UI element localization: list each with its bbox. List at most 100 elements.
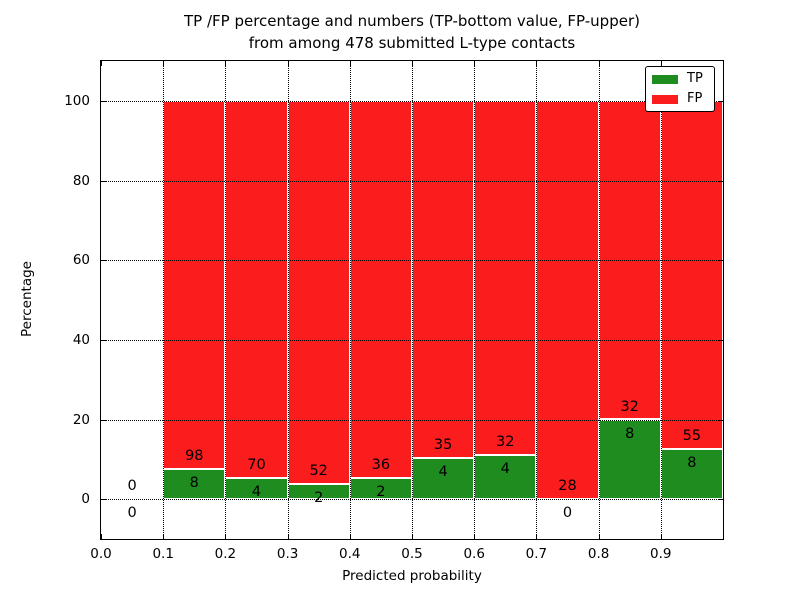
x-gridline	[225, 61, 227, 539]
tp-count-label: 8	[687, 454, 697, 471]
bar-segment-fp	[536, 100, 599, 500]
x-tick-mark	[412, 534, 413, 539]
y-tick-mark-right	[718, 100, 723, 102]
tp-count-label: 4	[438, 464, 448, 481]
legend-entry-tp: TP	[652, 72, 708, 86]
chart-title-line1: TP /FP percentage and numbers (TP-bottom…	[184, 12, 640, 30]
bar-segment-fp	[474, 100, 537, 455]
plot-area: 0 0 98 8 70 4 52 2 36 2 35 4 32 4 28 0 32 8 55 8	[100, 60, 724, 540]
fp-count-label: 28	[558, 478, 577, 495]
x-tick-mark-top	[660, 61, 662, 66]
x-tick-label: 0.4	[339, 546, 361, 562]
tp-count-label: 8	[189, 475, 199, 492]
y-tick-label: 20	[72, 411, 90, 428]
x-tick-mark	[349, 534, 351, 539]
x-tick-label: 0.1	[152, 546, 174, 562]
bar-segment-fp	[287, 100, 350, 485]
y-tick-mark-right	[718, 499, 723, 501]
x-tick-label: 0.0	[90, 546, 112, 562]
y-tick-mark-right	[718, 260, 723, 262]
x-tick-mark-top	[474, 61, 476, 66]
y-tick-label: 100	[64, 92, 90, 109]
bar-segment-tp	[598, 419, 661, 500]
bar-segment-fp	[349, 100, 412, 479]
legend-label-fp: FP	[687, 91, 703, 106]
x-gridline	[598, 61, 600, 539]
y-tick-mark-right	[718, 180, 723, 182]
x-tick-mark-top	[225, 61, 227, 66]
x-gridline	[287, 61, 289, 539]
fp-count-label: 55	[682, 427, 702, 444]
fp-count-label: 52	[309, 463, 328, 480]
x-tick-mark	[287, 534, 289, 539]
legend-entry-fp: FP	[652, 92, 708, 106]
x-tick-mark-top	[598, 61, 600, 66]
x-gridline	[660, 61, 662, 539]
fp-count-label: 98	[185, 448, 204, 465]
y-tick-mark-right	[718, 339, 723, 341]
x-tick-mark	[536, 534, 538, 539]
y-tick-mark-right	[718, 419, 723, 421]
x-gridline	[474, 61, 476, 539]
x-tick-label: 0.5	[401, 546, 423, 562]
bar-segment-fp	[163, 100, 226, 470]
x-gridline	[412, 61, 413, 539]
y-tick-mark	[101, 499, 106, 501]
x-tick-label: 0.8	[587, 546, 610, 562]
x-tick-mark-top	[101, 61, 102, 66]
y-tick-label: 80	[72, 172, 90, 189]
chart-title: TP /FP percentage and numbers (TP-bottom…	[101, 10, 723, 54]
tp-count-label: 4	[500, 460, 510, 477]
tp-count-label: 0	[127, 505, 137, 522]
y-tick-label: 40	[72, 331, 90, 348]
y-axis-label: Percentage	[19, 261, 35, 337]
x-axis-label: Predicted probability	[342, 568, 482, 584]
x-tick-mark	[101, 534, 102, 539]
y-tick-mark	[101, 180, 106, 182]
tp-count-label: 4	[251, 483, 262, 500]
fp-count-label: 32	[496, 433, 515, 450]
bar-segment-fp	[660, 100, 723, 449]
bar-segment-fp	[412, 100, 475, 459]
y-tick-label: 60	[72, 252, 90, 269]
x-tick-label: 0.6	[463, 546, 485, 562]
x-tick-mark-top	[536, 61, 538, 66]
fp-count-label: 70	[247, 456, 266, 473]
fp-count-label: 36	[371, 457, 391, 474]
legend: TP FP	[645, 66, 715, 112]
x-tick-mark-top	[163, 61, 165, 66]
chart-title-line2: from among 478 submitted L-type contacts	[248, 34, 576, 52]
y-tick-label: 0	[81, 491, 90, 508]
x-tick-label: 0.9	[650, 546, 672, 562]
y-tick-mark	[101, 100, 106, 102]
bar-segment-fp	[225, 100, 288, 478]
y-tick-mark	[101, 339, 106, 341]
x-tick-mark	[660, 534, 662, 539]
x-tick-mark	[474, 534, 476, 539]
x-tick-mark	[163, 534, 165, 539]
tp-count-label: 2	[314, 490, 324, 507]
tp-count-label: 8	[625, 425, 635, 442]
x-gridline	[163, 61, 165, 539]
x-tick-label: 0.3	[276, 546, 299, 562]
x-tick-mark	[225, 534, 227, 539]
x-tick-mark	[598, 534, 600, 539]
bar-segment-tp	[163, 469, 226, 500]
tp-count-label: 0	[562, 505, 573, 522]
y-tick-mark	[101, 260, 106, 262]
x-gridline	[536, 61, 538, 539]
fp-count-label: 35	[433, 437, 453, 454]
legend-label-tp: TP	[687, 71, 703, 86]
x-tick-label: 0.7	[525, 546, 548, 562]
fp-color-swatch	[652, 94, 678, 104]
tp-color-swatch	[652, 74, 678, 84]
tp-count-label: 2	[376, 484, 386, 501]
x-gridline	[349, 61, 351, 539]
x-tick-mark-top	[287, 61, 289, 66]
x-tick-mark-top	[349, 61, 351, 66]
y-tick-mark	[101, 419, 106, 421]
x-tick-label: 0.2	[214, 546, 237, 562]
fp-count-label: 0	[127, 478, 137, 495]
x-tick-mark-top	[412, 61, 413, 66]
